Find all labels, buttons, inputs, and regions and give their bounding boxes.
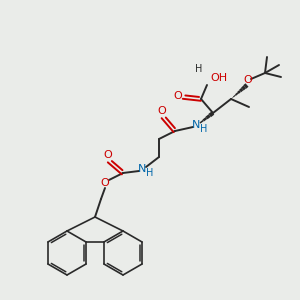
Text: N: N: [192, 120, 200, 130]
Text: H: H: [200, 124, 208, 134]
Text: O: O: [174, 91, 182, 101]
Text: O: O: [158, 106, 166, 116]
Text: H: H: [195, 64, 203, 74]
Text: OH: OH: [210, 73, 227, 83]
Text: O: O: [100, 178, 109, 188]
Text: H: H: [146, 168, 154, 178]
Text: O: O: [103, 150, 112, 160]
Text: O: O: [244, 75, 252, 85]
Text: N: N: [138, 164, 146, 174]
